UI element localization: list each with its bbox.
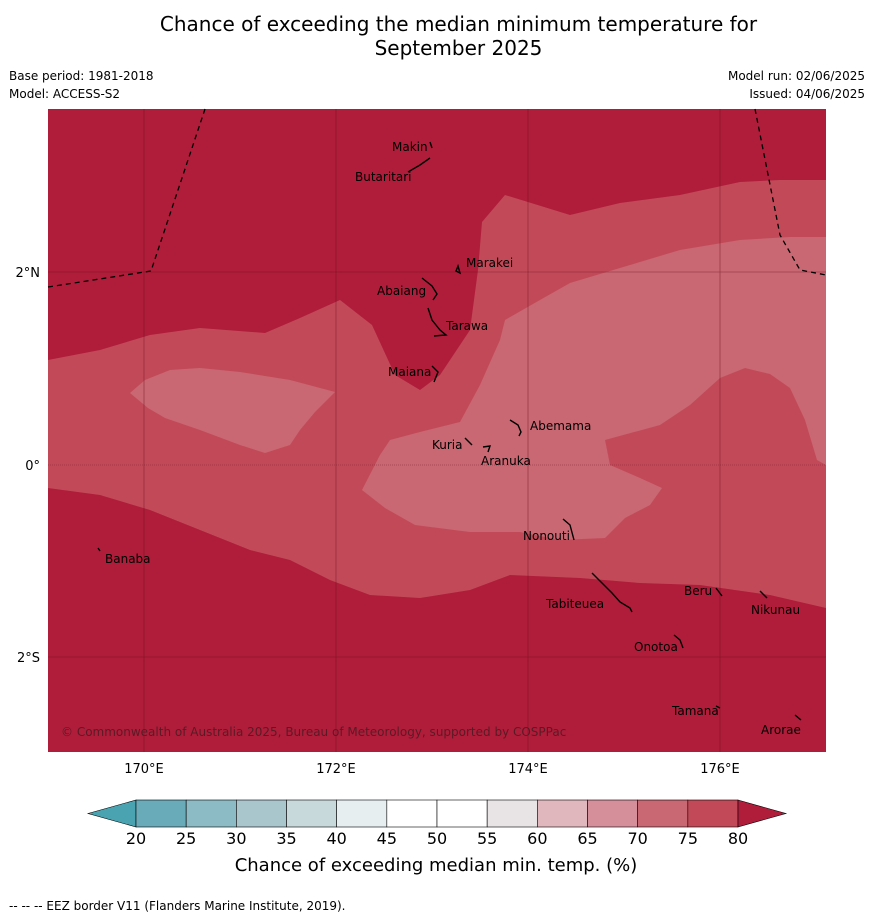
island-outlines xyxy=(97,141,802,721)
lat-tick-2n: 2°N xyxy=(16,266,41,281)
issued-date: Issued: 04/06/2025 xyxy=(749,87,865,101)
colorbar-tick-label: 75 xyxy=(678,829,698,848)
lat-axis-labels: 2°N 0° 2°S xyxy=(16,266,41,666)
label-abemama: Abemama xyxy=(530,419,591,433)
label-beru: Beru xyxy=(684,584,712,598)
colorbar-tick-label: 70 xyxy=(627,829,647,848)
map-area xyxy=(48,109,826,752)
label-tarawa: Tarawa xyxy=(445,319,488,333)
label-tamana: Tamana xyxy=(671,704,719,718)
gridlines xyxy=(48,109,826,752)
eez-footnote: -- -- -- EEZ border V11 (Flanders Marine… xyxy=(9,899,346,913)
model-run: Model run: 02/06/2025 xyxy=(727,69,865,83)
chart-title: Chance of exceeding the median minimum t… xyxy=(0,12,873,60)
label-nikunau: Nikunau xyxy=(751,603,800,617)
colorbar-bin xyxy=(336,799,388,828)
label-abaiang: Abaiang xyxy=(377,284,426,298)
label-marakei: Marakei xyxy=(466,256,513,270)
colorbar-bin xyxy=(637,799,689,828)
colorbar-tick-label: 45 xyxy=(377,829,397,848)
label-kuria: Kuria xyxy=(432,438,463,452)
title-line-2: September 2025 xyxy=(374,36,543,60)
colorbar-bin xyxy=(687,799,739,828)
colorbar-title: Chance of exceeding median min. temp. (%… xyxy=(235,855,638,876)
colorbar-bin xyxy=(486,799,538,828)
colorbar-tick-label: 65 xyxy=(577,829,597,848)
band-70-75-east xyxy=(362,237,826,540)
label-tabiteuea: Tabiteuea xyxy=(545,597,604,611)
colorbar-tick-label: 20 xyxy=(126,829,146,848)
band-70-75 xyxy=(130,368,335,453)
label-aranuka: Aranuka xyxy=(481,454,531,468)
label-arorae: Arorae xyxy=(761,723,801,737)
island-labels: Makin Butaritari Marakei Abaiang Tarawa … xyxy=(105,140,801,737)
colorbar-bin xyxy=(436,799,488,828)
label-maiana: Maiana xyxy=(388,365,431,379)
colorbar-tick-label: 40 xyxy=(326,829,346,848)
eez-border xyxy=(47,108,827,288)
copyright-notice: © Commonwealth of Australia 2025, Bureau… xyxy=(61,725,566,739)
colorbar-tick-label: 35 xyxy=(276,829,296,848)
colorbar-bin xyxy=(587,799,638,828)
colorbar-bin xyxy=(286,799,337,828)
lat-tick-2s: 2°S xyxy=(17,651,40,666)
colorbar-tick-label: 25 xyxy=(176,829,196,848)
lat-tick-0: 0° xyxy=(25,459,40,474)
label-nonouti: Nonouti xyxy=(523,529,570,543)
label-butaritari: Butaritari xyxy=(355,170,412,184)
base-period: Base period: 1981-2018 xyxy=(9,69,154,83)
colorbar-bin xyxy=(185,799,237,828)
colorbar-extend-under xyxy=(86,799,137,828)
colorbar-tick-label: 80 xyxy=(728,829,748,848)
lon-tick-172e: 172°E xyxy=(316,762,356,777)
meta-left: Base period: 1981-2018 Model: ACCESS-S2 xyxy=(9,67,154,103)
lon-tick-174e: 174°E xyxy=(508,762,548,777)
meta-right: Model run: 02/06/2025 Issued: 04/06/2025 xyxy=(728,67,865,103)
lon-tick-170e: 170°E xyxy=(124,762,164,777)
colorbar: 20 25 30 35 40 45 50 55 60 65 70 75 80 xyxy=(86,799,788,848)
colorbar-bin xyxy=(537,799,588,828)
colorbar-bin xyxy=(135,799,187,828)
title-line-1: Chance of exceeding the median minimum t… xyxy=(159,12,758,36)
lon-tick-176e: 176°E xyxy=(700,762,740,777)
colorbar-bin xyxy=(386,799,438,828)
colorbar-tick-label: 60 xyxy=(527,829,547,848)
colorbar-tick-label: 50 xyxy=(427,829,447,848)
model-name: Model: ACCESS-S2 xyxy=(9,87,121,101)
colorbar-extend-over xyxy=(737,799,788,828)
label-makin: Makin xyxy=(392,140,428,154)
colorbar-bin xyxy=(236,799,287,828)
label-banaba: Banaba xyxy=(105,552,151,566)
colorbar-tick-label: 30 xyxy=(226,829,246,848)
lon-axis-labels: 170°E 172°E 174°E 176°E xyxy=(124,762,740,777)
label-onotoa: Onotoa xyxy=(634,640,678,654)
colorbar-tick-label: 55 xyxy=(477,829,497,848)
